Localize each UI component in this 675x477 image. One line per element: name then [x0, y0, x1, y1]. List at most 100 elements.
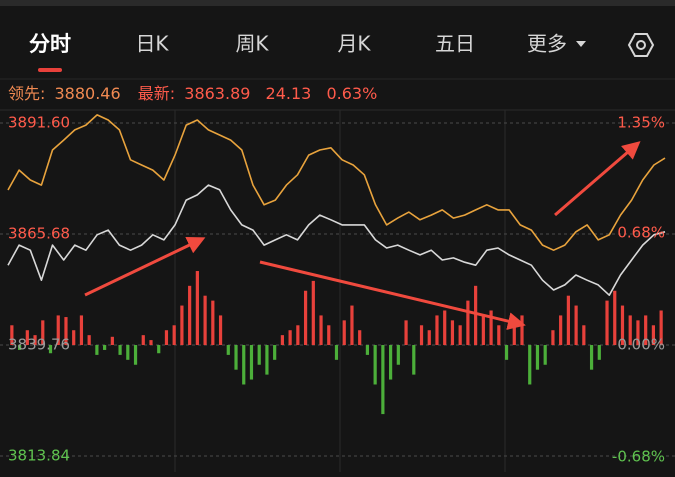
bar: [466, 300, 470, 346]
bar: [41, 320, 45, 346]
bar: [195, 271, 199, 346]
latest-label: 最新:: [138, 84, 175, 103]
tab[interactable]: 更多: [527, 32, 567, 56]
bar: [311, 280, 315, 346]
bar: [659, 310, 663, 346]
info-line: 领先: 3880.46 最新: 3863.89 24.13 0.63%: [8, 84, 377, 103]
bar: [110, 336, 114, 346]
bar: [419, 325, 424, 346]
bar: [443, 310, 447, 346]
leading-label: 领先:: [8, 84, 45, 103]
bar: [56, 315, 60, 346]
tab-underline: [38, 68, 62, 72]
bar: [373, 345, 377, 385]
y2-tick-label: 0.68%: [617, 224, 665, 242]
bar: [628, 315, 632, 346]
leading-value: 3880.46: [55, 84, 121, 103]
y-tick-label: 3865.68: [8, 225, 70, 243]
top-strip: [0, 0, 675, 6]
bar: [303, 290, 308, 346]
bar: [79, 315, 84, 346]
bar: [319, 315, 323, 346]
bar: [141, 335, 145, 346]
tab[interactable]: 分时: [29, 32, 71, 56]
bar: [636, 320, 640, 346]
bar: [589, 345, 594, 370]
y2-tick-label: -0.68%: [612, 447, 665, 465]
hexagon: [627, 33, 655, 57]
bar: [133, 345, 138, 365]
plot: [0, 114, 675, 457]
bar: [389, 345, 393, 380]
bar: [257, 345, 261, 365]
bar: [358, 330, 362, 346]
bar: [72, 330, 76, 346]
change: 24.13: [266, 84, 312, 103]
change-pct: 0.63%: [326, 84, 377, 103]
bar: [497, 325, 501, 346]
bar: [566, 295, 570, 346]
y2-tick-label: 1.35%: [617, 114, 665, 132]
bar: [226, 345, 230, 355]
bar: [234, 345, 238, 370]
latest-value: 3863.89: [184, 84, 250, 103]
bar: [597, 345, 601, 360]
bar: [242, 345, 246, 385]
bar: [33, 335, 37, 346]
bar: [64, 317, 68, 346]
bar: [535, 345, 540, 370]
bar: [180, 305, 184, 346]
bar: [126, 345, 130, 360]
bar: [404, 320, 408, 346]
bar: [528, 345, 532, 385]
y-tick-label: 3813.84: [8, 446, 70, 464]
bar: [381, 345, 385, 415]
bar: [613, 290, 617, 346]
bar: [172, 325, 176, 346]
bar: [574, 305, 578, 346]
settings-icon[interactable]: [627, 33, 655, 57]
bar: [149, 340, 153, 346]
y-tick-label: 3839.76: [8, 335, 70, 353]
bar: [582, 325, 586, 346]
vertical-grid: [174, 110, 506, 472]
annotations: [84, 141, 641, 330]
bar: [211, 300, 215, 346]
bar: [10, 325, 14, 346]
bar: [273, 345, 277, 360]
bar: [605, 300, 609, 346]
bar: [651, 325, 656, 346]
bar: [218, 315, 223, 346]
bar: [203, 295, 207, 346]
bar: [520, 315, 524, 346]
bar: [504, 345, 509, 360]
tab[interactable]: 周K: [235, 32, 269, 56]
bar: [87, 335, 91, 346]
tab[interactable]: 日K: [135, 32, 169, 56]
arrow: [259, 260, 526, 330]
bar: [327, 325, 331, 346]
tab[interactable]: 五日: [435, 32, 475, 56]
y2-tick-label: 0.00%: [617, 336, 665, 354]
bar: [17, 345, 22, 350]
bar: [512, 320, 516, 346]
bar: [644, 315, 648, 346]
bar: [188, 285, 192, 346]
hexagon-center: [636, 40, 646, 50]
tab[interactable]: 月K: [337, 32, 371, 56]
bar: [249, 345, 254, 380]
bar: [157, 345, 161, 354]
bar: [489, 310, 493, 346]
bar: [288, 330, 292, 346]
arrow: [554, 141, 641, 217]
bar: [450, 320, 455, 346]
bar: [412, 345, 416, 375]
arrow: [84, 237, 206, 297]
bar: [427, 330, 431, 346]
bar: [342, 320, 346, 346]
axis-labels: 3891.60 3865.68 3839.76 3813.84 1.35% 0.68% 0.…: [8, 114, 665, 466]
bar: [334, 345, 339, 360]
bar: [365, 345, 370, 355]
bar: [458, 325, 462, 346]
